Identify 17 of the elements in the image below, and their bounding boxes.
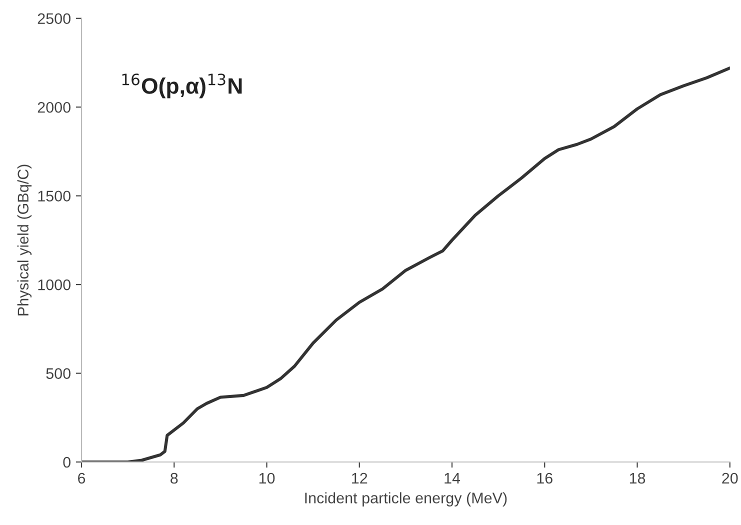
y-tick-label: 1000 (38, 279, 70, 290)
x-tick-label: 18 (630, 472, 646, 484)
y-tick-label: 2000 (38, 102, 70, 113)
x-tick-label: 20 (722, 472, 738, 484)
x-tick-label: 6 (78, 472, 86, 484)
x-tick-label: 12 (352, 472, 368, 484)
x-tick-label: 10 (259, 472, 275, 484)
y-tick-label: 2500 (38, 13, 70, 24)
y-tick-label: 500 (46, 368, 70, 379)
x-tick-label: 8 (170, 472, 178, 484)
x-axis-title: Incident particle energy (MeV) (305, 492, 507, 506)
y-tick-label: 1500 (38, 190, 70, 202)
x-tick-label: 14 (444, 472, 460, 484)
annotation: $^{16}$O(p,α)$^{13}$N (122, 74, 242, 98)
x-tick-label: 16 (537, 472, 552, 484)
y-axis-title: Physical yield (GBq/C) (17, 164, 32, 316)
y-tick-label: 0 (63, 456, 70, 468)
